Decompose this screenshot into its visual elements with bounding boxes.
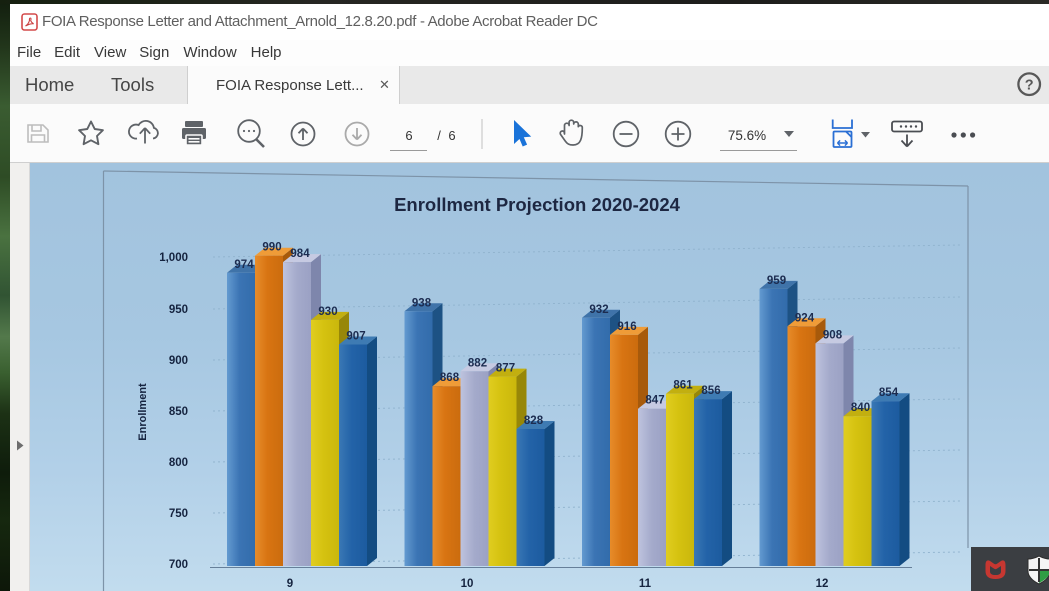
svg-text:6: 6	[448, 128, 455, 143]
svg-text:907: 907	[346, 331, 365, 343]
svg-text:984: 984	[290, 248, 310, 260]
svg-text:882: 882	[468, 357, 487, 369]
svg-text:877: 877	[496, 363, 515, 375]
svg-text:930: 930	[318, 306, 337, 318]
svg-text:856: 856	[701, 385, 720, 397]
svg-text:Enrollment: Enrollment	[137, 383, 149, 441]
svg-text:11: 11	[639, 578, 652, 590]
svg-text:1,000: 1,000	[159, 252, 188, 264]
svg-text:868: 868	[440, 372, 460, 384]
svg-text:75.6%: 75.6%	[728, 128, 766, 143]
svg-text:800: 800	[169, 457, 188, 469]
svg-text:10: 10	[461, 578, 474, 590]
svg-text:/: /	[437, 128, 441, 143]
svg-text:Enrollment Projection 2020-202: Enrollment Projection 2020-2024	[394, 194, 681, 215]
svg-text:900: 900	[169, 355, 188, 367]
svg-text:828: 828	[524, 415, 544, 427]
svg-text:700: 700	[169, 559, 188, 571]
svg-text:908: 908	[823, 329, 843, 341]
svg-text:932: 932	[589, 304, 608, 316]
svg-text:840: 840	[851, 402, 870, 414]
svg-text:974: 974	[234, 259, 254, 271]
svg-text:850: 850	[169, 406, 188, 418]
svg-text:950: 950	[169, 304, 188, 316]
svg-text:12: 12	[816, 578, 829, 590]
svg-text:861: 861	[673, 380, 693, 392]
svg-text:750: 750	[169, 508, 188, 520]
svg-text:959: 959	[767, 275, 786, 287]
svg-text:938: 938	[412, 297, 432, 309]
svg-text:854: 854	[879, 387, 899, 399]
svg-text:9: 9	[287, 578, 293, 590]
svg-text:924: 924	[795, 312, 815, 324]
svg-text:847: 847	[645, 395, 664, 407]
svg-text:916: 916	[617, 321, 636, 333]
svg-text:6: 6	[405, 128, 412, 143]
svg-text:990: 990	[262, 242, 281, 254]
svg-text:?: ?	[1025, 77, 1034, 93]
